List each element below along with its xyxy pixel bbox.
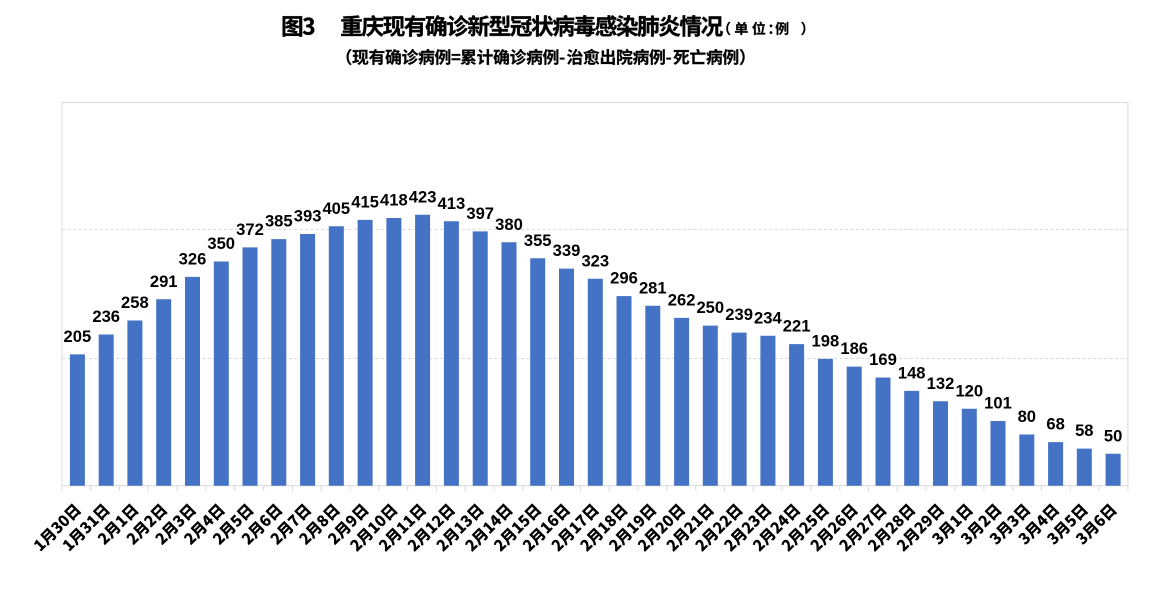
svg-text:397: 397 xyxy=(466,204,494,223)
svg-text:291: 291 xyxy=(150,272,178,291)
svg-text:262: 262 xyxy=(668,291,696,310)
svg-text:198: 198 xyxy=(812,332,840,351)
svg-text:236: 236 xyxy=(92,307,120,326)
svg-text:258: 258 xyxy=(121,293,149,312)
svg-text:405: 405 xyxy=(322,199,350,218)
svg-text:68: 68 xyxy=(1046,415,1064,434)
svg-text:120: 120 xyxy=(955,381,983,400)
svg-text:380: 380 xyxy=(495,215,523,234)
svg-text:415: 415 xyxy=(351,193,379,212)
svg-text:372: 372 xyxy=(236,220,264,239)
svg-text:326: 326 xyxy=(179,250,207,269)
svg-text:385: 385 xyxy=(265,212,293,231)
svg-text:423: 423 xyxy=(409,187,437,206)
svg-text:418: 418 xyxy=(380,191,408,210)
svg-text:80: 80 xyxy=(1018,407,1036,426)
svg-text:101: 101 xyxy=(984,394,1012,413)
svg-text:350: 350 xyxy=(207,234,235,253)
svg-text:393: 393 xyxy=(294,207,322,226)
svg-text:413: 413 xyxy=(438,194,466,213)
svg-text:148: 148 xyxy=(898,364,926,383)
svg-text:186: 186 xyxy=(840,339,868,358)
svg-text:132: 132 xyxy=(927,374,955,393)
svg-text:250: 250 xyxy=(696,298,724,317)
svg-text:323: 323 xyxy=(581,251,609,270)
svg-text:234: 234 xyxy=(754,308,782,327)
svg-text:239: 239 xyxy=(725,305,753,324)
svg-text:355: 355 xyxy=(524,231,552,250)
svg-text:221: 221 xyxy=(783,317,811,336)
svg-text:169: 169 xyxy=(869,350,897,369)
svg-text:205: 205 xyxy=(64,327,92,346)
svg-text:296: 296 xyxy=(610,269,638,288)
svg-text:50: 50 xyxy=(1104,426,1122,445)
svg-text:281: 281 xyxy=(639,278,667,297)
svg-text:58: 58 xyxy=(1075,421,1093,440)
svg-text:339: 339 xyxy=(553,241,581,260)
